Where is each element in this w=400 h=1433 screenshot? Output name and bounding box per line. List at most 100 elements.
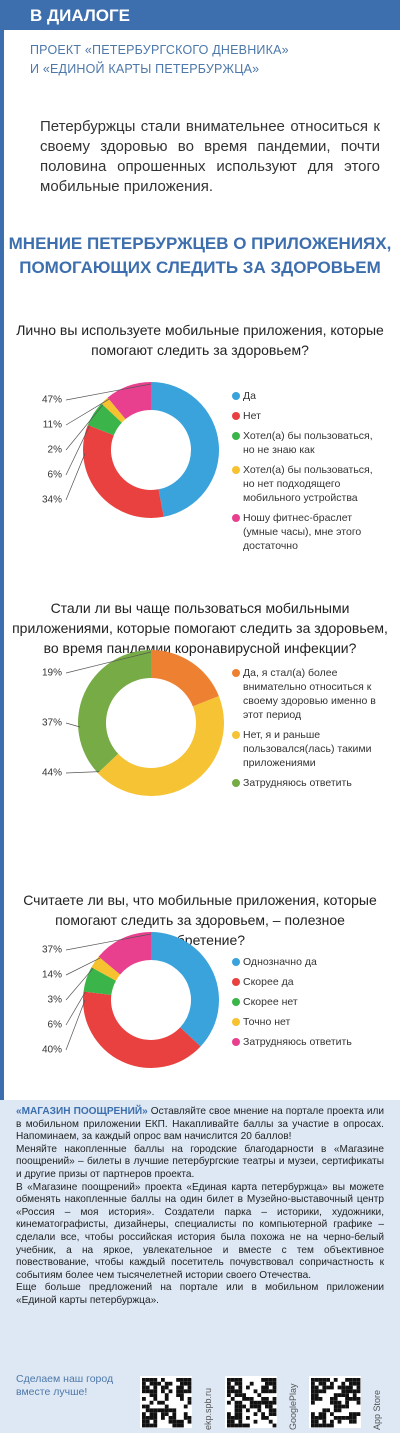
footer-text: «МАГАЗИН ПООЩРЕНИЙ» Оставляйте свое мнен… [16,1106,384,1308]
qr-cell [227,1385,231,1390]
qr-cell [345,1404,349,1409]
qr-cell [272,1400,277,1405]
qr-cell [238,1404,243,1409]
qr-cell [352,1389,357,1394]
qr-cell [145,1419,150,1424]
qr-cell [333,1393,338,1397]
qr-cell [238,1400,243,1405]
qr-cell [268,1408,273,1413]
slice [83,424,164,518]
qr-cell [349,1416,353,1420]
qr-cell [142,1423,146,1428]
legend-dot [232,669,240,677]
slice [83,991,201,1068]
header-band: В ДИАЛОГЕ [0,0,400,30]
qr-cell [164,1385,169,1390]
qr-cell [234,1408,239,1413]
legend-dot [232,958,240,966]
slice [83,967,116,995]
legend-label: Да [243,390,256,402]
legend-label: Скорее да [243,976,294,988]
qr-cell [242,1397,246,1401]
qr-cell [142,1385,146,1390]
footer-paragraph: Еще больше предложений на портале или в … [16,1282,384,1306]
qr-cell [322,1381,327,1386]
qr-cell [153,1419,158,1424]
qr-cell [261,1389,265,1394]
qr-cell [311,1412,315,1416]
qr-cell [253,1389,258,1394]
qr-cell [230,1397,235,1401]
qr-cell [318,1397,323,1401]
qr-cell [268,1412,273,1416]
qr-cell [272,1423,277,1428]
qr-cell [272,1381,277,1386]
legend-item: Да [232,389,383,403]
qr-cell [238,1419,243,1424]
qr-cell [230,1419,235,1424]
legend-item: Хотел(а) бы пользоваться, но не знаю как [232,429,383,457]
donut-chart: 47% 11% 2% 6% 34% [42,382,219,518]
qr-cell [238,1385,243,1390]
qr-cell [234,1381,239,1386]
qr-cell [311,1397,315,1401]
qr-cell [318,1412,323,1416]
qr-cell [153,1416,158,1420]
qr-cell [341,1381,346,1386]
slice [78,650,151,773]
qr-cell [168,1408,173,1413]
qr-cell [253,1404,258,1409]
qr-cell [153,1408,158,1413]
qr-cell [149,1416,154,1420]
qr-cell [187,1389,192,1394]
qr-cell [176,1423,180,1428]
qr-cell [257,1408,262,1413]
qr-cell [257,1400,262,1405]
qr-cell [322,1423,327,1428]
legend-item: Затрудняюсь ответить [232,776,383,790]
slice [101,397,126,423]
qr-cell [180,1381,184,1386]
qr-cell [265,1397,269,1401]
qr-cell [352,1419,357,1424]
qr-cell [352,1381,357,1386]
qr-cell [265,1378,269,1382]
qr-cell [341,1389,346,1394]
leader-line [65,651,152,674]
qr-cell [157,1381,161,1386]
slice [97,696,225,796]
qr-cell [238,1393,243,1397]
legend-label: Нет, я и раньше пользовался(лась) такими… [243,729,372,769]
qr-cell [249,1397,254,1401]
qr-cell [356,1381,361,1386]
qr-cell [227,1381,231,1386]
qr-cell [187,1400,192,1405]
qr-cell [172,1412,177,1416]
qr-cell [161,1412,165,1416]
question: Стали ли вы чаще пользоваться мобильными… [12,600,388,656]
legend-label: Хотел(а) бы пользоваться, но не знаю как [243,430,373,456]
qr-cell [246,1416,250,1420]
qr-cell [356,1400,361,1405]
leader-line [65,404,104,451]
footer-paragraph: В «Магазине поощрений» проекта «Единая к… [16,1181,384,1281]
value-label: 2% [48,445,63,456]
qr-cell [164,1408,169,1413]
qr-cell [341,1393,346,1397]
qr-cell [153,1389,158,1394]
qr-cell [145,1378,150,1382]
qr-cell [314,1389,319,1394]
qr-cell [349,1381,353,1386]
footer-paragraph: Меняйте накопленные баллы на городские б… [16,1143,384,1180]
qr-cell [330,1397,334,1401]
legend-dot [232,978,240,986]
qr-cell [176,1393,180,1397]
qr-cell [234,1404,239,1409]
qr-cell [349,1378,353,1382]
qr-cell [180,1385,184,1390]
value-label: 34% [42,495,62,506]
qr-cell [187,1378,192,1382]
qr-cell [268,1389,273,1394]
qr-cell [172,1408,177,1413]
qr-cell [356,1389,361,1394]
